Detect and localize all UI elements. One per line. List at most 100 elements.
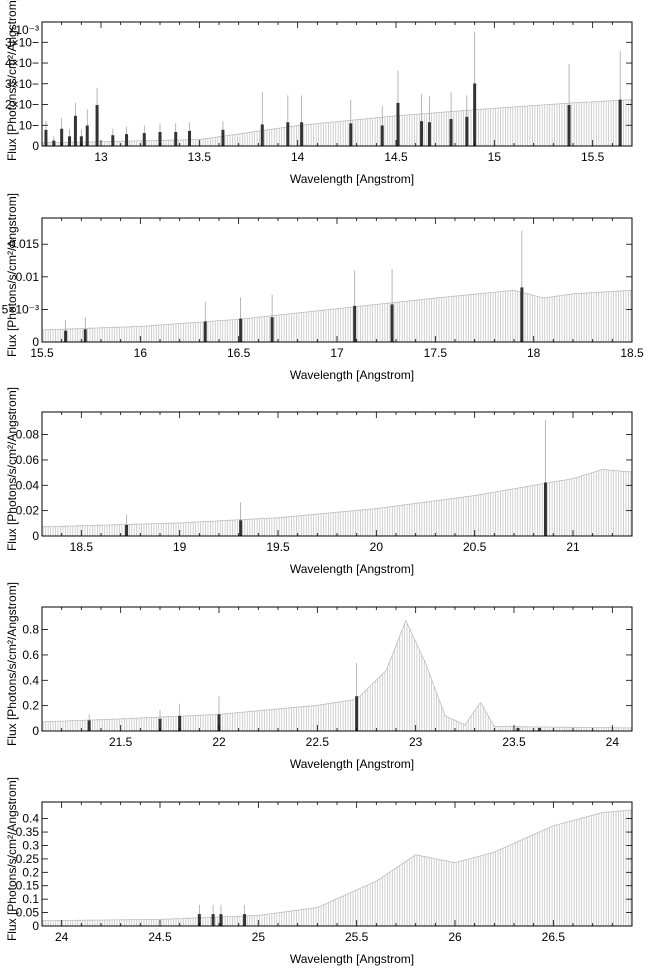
line-bar [211,914,215,926]
line-bar [125,134,129,146]
x-tick-label: 17.5 [424,346,448,360]
line-bar [188,130,191,146]
continuum-bars [42,290,632,342]
y-exponent-label: ×10⁻³ [8,23,39,37]
line-bar [239,520,243,536]
y-tick-label: 0.02 [16,504,40,518]
x-axis-label: Wavelength [Angstrom] [290,368,414,382]
line-bar [286,122,290,146]
line-bar [420,121,424,146]
y-tick-label: 0.8 [22,623,39,637]
y-axis: 0 0.02 0.04 0.06 0.08 [16,428,632,543]
line-bar [158,718,162,731]
line-bar [158,131,162,146]
line-bar [142,133,146,146]
panel-5: 24 24.5 25 25.5 26 26.500.050.10.150.20.250.3… [5,777,633,966]
continuum-outline [41,99,633,144]
line-bar [380,125,384,146]
line-series [44,31,622,146]
x-tick-label: 21.5 [109,735,133,749]
y-tick-label: 0.25 [16,852,40,866]
line-bar [473,83,477,146]
continuum-bars [42,810,632,926]
line-bar [270,317,274,342]
x-axis-label: Wavelength [Angstrom] [290,757,414,771]
y-tick-label: 5×10⁻³ [2,302,39,316]
line-bar [427,122,431,146]
x-tick-label: 15 [488,150,502,164]
line-bar [618,99,622,146]
plot-frame [41,801,633,927]
panel-3: 18.5 19 19.5 20 20.5 21 0 0.02 0.04 0.06 0.08 Wavel… [5,387,633,576]
y-tick-label: 0 [32,139,39,153]
y-axis-label: Flux [Photons/s/cm²/Angstrom] [5,387,19,551]
y-tick-label: 0.35 [16,825,40,839]
y-tick-label: 10− [19,118,39,132]
line-bar [300,122,304,146]
x-axis: 21.5 22 22.5 23 23.5 24 [41,607,633,749]
x-axis: 24 24.5 25 25.5 26 26.5 [41,802,633,944]
line-bar [85,125,89,146]
continuum-bars [42,469,632,536]
x-tick-label: 16.5 [227,346,251,360]
panel-1: 13 13.5 14 14.5 15 15.5 0 10− 2×10− 3×10− 4×10− 3×1… [5,0,633,186]
y-tick-label: 0 [32,529,39,543]
x-axis-label: Wavelength [Angstrom] [290,952,414,966]
line-bar [87,720,91,731]
x-tick-label: 13 [94,150,108,164]
y-tick-label: 0.2 [22,865,39,879]
y-tick-label: 3×10− [5,35,39,49]
line-bar [174,131,178,146]
continuum-outline [42,809,633,922]
line-bar [221,129,225,146]
continuum-bars [42,99,632,146]
line-bar [79,136,83,146]
line-bar [95,105,99,146]
continuum-bars [42,623,632,731]
y-tick-label: 0.08 [16,428,40,442]
x-tick-label: 24 [606,735,620,749]
line-series [197,904,247,926]
line-bar [355,696,359,731]
line-bar [390,304,394,342]
x-tick-label: 25.5 [345,930,369,944]
line-bar [178,715,182,731]
plot-frame [41,217,633,343]
y-tick-label: 3×10− [5,77,39,91]
x-tick-label: 17 [330,346,344,360]
y-tick-label: 0 [32,335,39,349]
x-axis: 15.5 16 16.5 17 17.5 18 18.5 [30,218,644,360]
x-tick-label: 26.5 [542,930,566,944]
x-tick-label: 15.5 [30,346,54,360]
x-axis: 18.5 19 19.5 20 20.5 21 [41,412,633,554]
y-tick-label: 0.3 [22,838,39,852]
x-tick-label: 23 [409,735,423,749]
line-bar [465,116,469,146]
x-tick-label: 21 [566,540,580,554]
y-tick-label: 0.05 [16,906,40,920]
x-tick-label: 20 [370,540,384,554]
y-tick-label: 0 [32,724,39,738]
line-bar [68,136,72,146]
line-bar [396,102,400,146]
y-tick-label: 0.15 [16,879,40,893]
x-tick-label: 16 [134,346,148,360]
x-tick-label: 20.5 [463,540,487,554]
x-tick-label: 15.5 [581,150,605,164]
line-bar [44,129,48,146]
y-tick-label: 0.4 [22,673,39,687]
line-bar [52,140,56,146]
y-tick-label: 0 [32,919,39,933]
y-tick-label: 0.01 [16,270,40,284]
line-bar [83,329,87,342]
x-tick-label: 14.5 [384,150,408,164]
line-series [125,419,547,536]
y-axis-label: Flux [Photons/s/cm²/Angstrom] [5,582,19,746]
y-axis: 0 0.2 0.4 0.6 0.8 [22,623,632,738]
line-bar [543,482,547,536]
x-tick-label: 26 [448,930,462,944]
line-series [64,230,524,342]
y-tick-label: 0.4 [22,812,39,826]
y-tick-label: 0.1 [22,892,39,906]
line-bar [353,305,357,342]
